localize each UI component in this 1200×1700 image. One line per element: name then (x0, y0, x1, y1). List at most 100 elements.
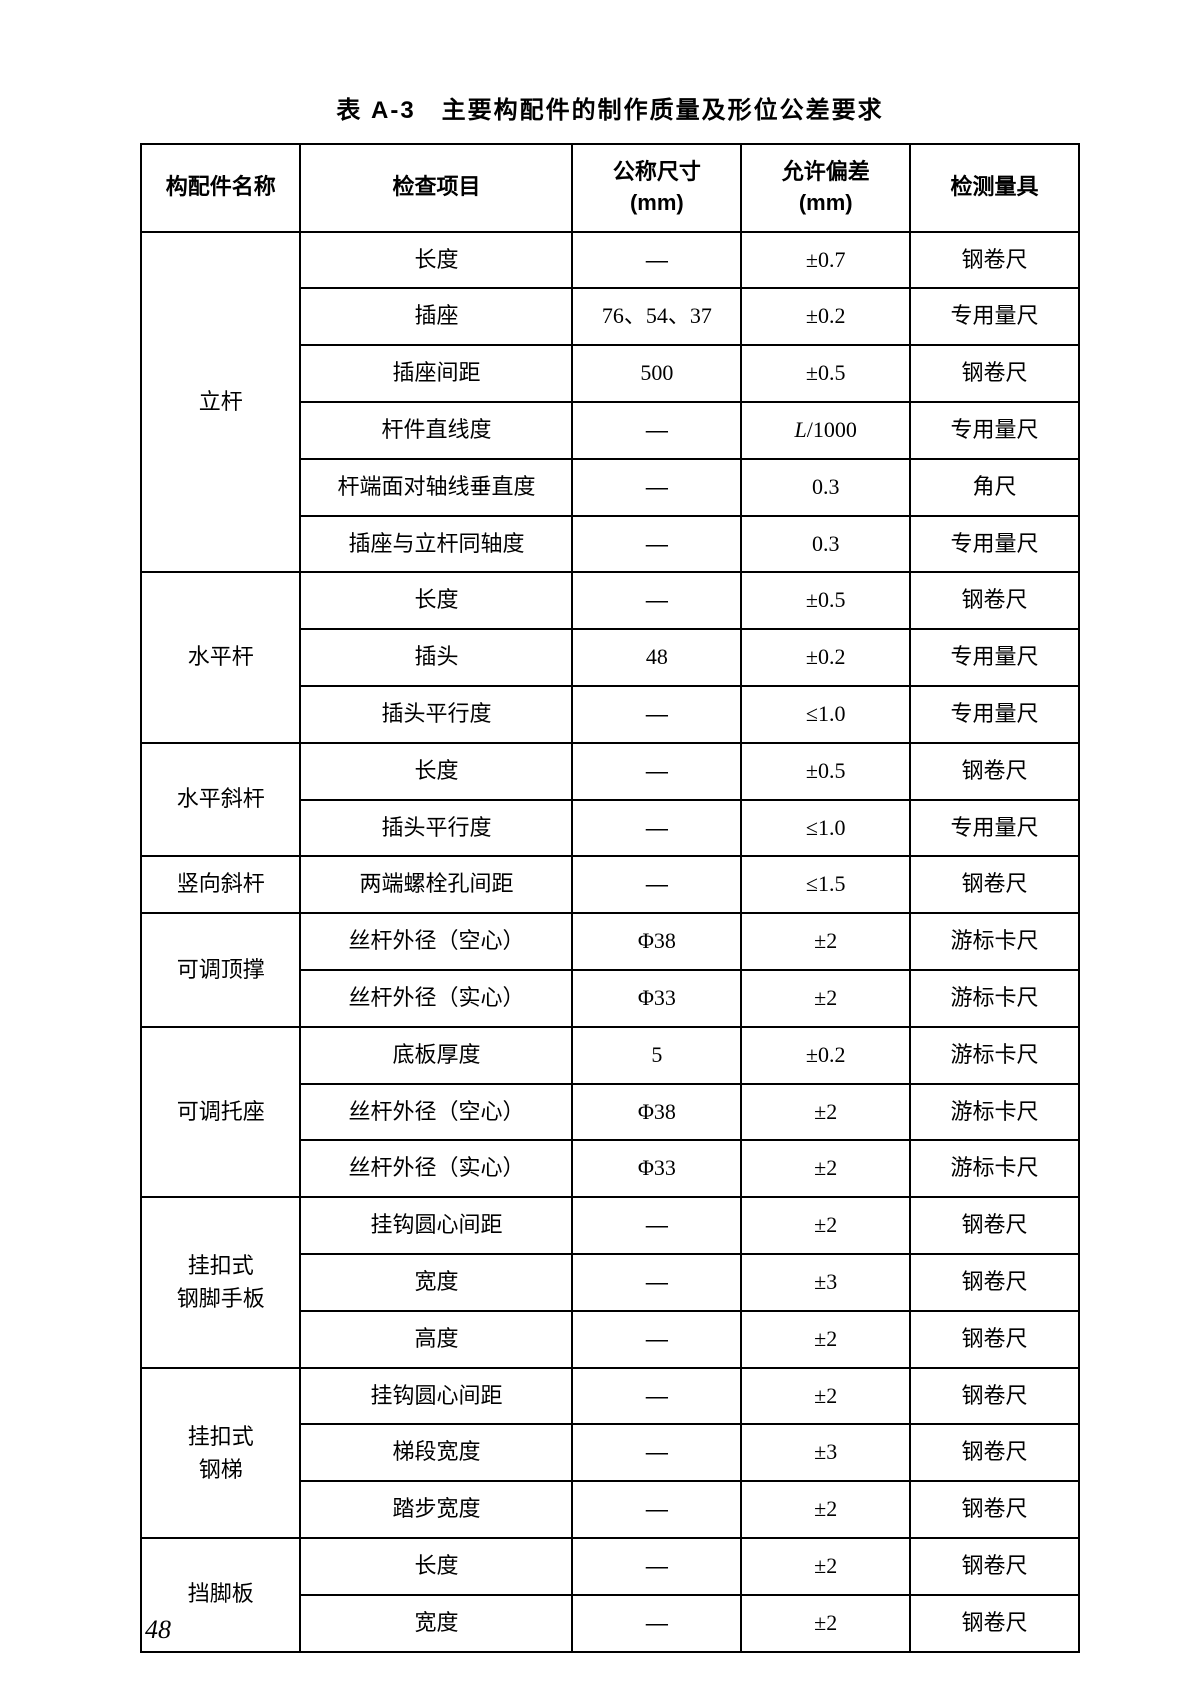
tolerance-cell: ±2 (741, 970, 910, 1027)
header-check-item: 检查项目 (300, 144, 572, 232)
table-row: 挡脚板长度—±2钢卷尺 (141, 1538, 1079, 1595)
tool-cell: 钢卷尺 (910, 743, 1079, 800)
header-tool: 检测量具 (910, 144, 1079, 232)
check-item-cell: 梯段宽度 (300, 1424, 572, 1481)
tool-cell: 钢卷尺 (910, 1368, 1079, 1425)
tolerance-cell: ±2 (741, 1140, 910, 1197)
component-name-cell: 可调顶撑 (141, 913, 300, 1027)
nominal-cell: — (572, 1197, 741, 1254)
tool-cell: 钢卷尺 (910, 1538, 1079, 1595)
check-item-cell: 长度 (300, 1538, 572, 1595)
tolerance-cell: ±2 (741, 913, 910, 970)
nominal-cell: — (572, 516, 741, 573)
tool-cell: 钢卷尺 (910, 1595, 1079, 1652)
nominal-cell: 48 (572, 629, 741, 686)
nominal-cell: — (572, 800, 741, 857)
nominal-cell: — (572, 459, 741, 516)
nominal-cell: 76、54、37 (572, 288, 741, 345)
table-row: 挂扣式钢梯挂钩圆心间距—±2钢卷尺 (141, 1368, 1079, 1425)
check-item-cell: 长度 (300, 572, 572, 629)
table-row: 竖向斜杆两端螺栓孔间距—≤1.5钢卷尺 (141, 856, 1079, 913)
tool-cell: 游标卡尺 (910, 913, 1079, 970)
tolerance-cell: ±2 (741, 1311, 910, 1368)
nominal-cell: — (572, 1368, 741, 1425)
component-name-cell: 挂扣式钢脚手板 (141, 1197, 300, 1367)
nominal-cell: — (572, 1311, 741, 1368)
tool-cell: 游标卡尺 (910, 1140, 1079, 1197)
table-header-row: 构配件名称 检查项目 公称尺寸(mm) 允许偏差(mm) 检测量具 (141, 144, 1079, 232)
tolerance-cell: 0.3 (741, 459, 910, 516)
table-body: 立杆长度—±0.7钢卷尺插座76、54、37±0.2专用量尺插座间距500±0.… (141, 232, 1079, 1652)
tolerance-cell: ±0.2 (741, 629, 910, 686)
nominal-cell: — (572, 743, 741, 800)
check-item-cell: 插头平行度 (300, 800, 572, 857)
table-row: 可调托座底板厚度5±0.2游标卡尺 (141, 1027, 1079, 1084)
check-item-cell: 插头 (300, 629, 572, 686)
tolerance-cell: ±0.5 (741, 345, 910, 402)
tolerance-cell: ±2 (741, 1481, 910, 1538)
check-item-cell: 插座与立杆同轴度 (300, 516, 572, 573)
nominal-cell: Φ38 (572, 913, 741, 970)
check-item-cell: 插座间距 (300, 345, 572, 402)
component-name-cell: 水平斜杆 (141, 743, 300, 857)
table-row: 挂扣式钢脚手板挂钩圆心间距—±2钢卷尺 (141, 1197, 1079, 1254)
header-tolerance: 允许偏差(mm) (741, 144, 910, 232)
nominal-cell: — (572, 686, 741, 743)
tolerance-cell: ±2 (741, 1197, 910, 1254)
tolerance-cell: ±0.7 (741, 232, 910, 289)
nominal-cell: — (572, 856, 741, 913)
check-item-cell: 杆端面对轴线垂直度 (300, 459, 572, 516)
check-item-cell: 两端螺栓孔间距 (300, 856, 572, 913)
page-number: 48 (145, 1615, 171, 1645)
component-name-cell: 竖向斜杆 (141, 856, 300, 913)
nominal-cell: Φ33 (572, 1140, 741, 1197)
nominal-cell: — (572, 1481, 741, 1538)
component-name-cell: 立杆 (141, 232, 300, 573)
check-item-cell: 挂钩圆心间距 (300, 1197, 572, 1254)
tool-cell: 钢卷尺 (910, 1424, 1079, 1481)
tolerance-cell: ±2 (741, 1368, 910, 1425)
check-item-cell: 丝杆外径（实心） (300, 970, 572, 1027)
tolerance-cell: ±2 (741, 1084, 910, 1141)
tool-cell: 游标卡尺 (910, 1084, 1079, 1141)
check-item-cell: 杆件直线度 (300, 402, 572, 459)
header-nominal-size: 公称尺寸(mm) (572, 144, 741, 232)
check-item-cell: 宽度 (300, 1254, 572, 1311)
tool-cell: 钢卷尺 (910, 345, 1079, 402)
tolerance-cell: L/1000 (741, 402, 910, 459)
tool-cell: 专用量尺 (910, 629, 1079, 686)
check-item-cell: 插头平行度 (300, 686, 572, 743)
tolerance-cell: ±2 (741, 1595, 910, 1652)
tool-cell: 游标卡尺 (910, 1027, 1079, 1084)
check-item-cell: 长度 (300, 743, 572, 800)
nominal-cell: Φ38 (572, 1084, 741, 1141)
check-item-cell: 丝杆外径（实心） (300, 1140, 572, 1197)
tool-cell: 钢卷尺 (910, 1254, 1079, 1311)
nominal-cell: 500 (572, 345, 741, 402)
nominal-cell: — (572, 1254, 741, 1311)
nominal-cell: Φ33 (572, 970, 741, 1027)
table-row: 可调顶撑丝杆外径（空心）Φ38±2游标卡尺 (141, 913, 1079, 970)
tolerance-cell: ≤1.0 (741, 800, 910, 857)
tolerance-cell: ±3 (741, 1424, 910, 1481)
tool-cell: 钢卷尺 (910, 232, 1079, 289)
nominal-cell: — (572, 1595, 741, 1652)
tool-cell: 钢卷尺 (910, 572, 1079, 629)
nominal-cell: — (572, 1424, 741, 1481)
tool-cell: 钢卷尺 (910, 1311, 1079, 1368)
nominal-cell: 5 (572, 1027, 741, 1084)
tool-cell: 专用量尺 (910, 800, 1079, 857)
tolerance-cell: ≤1.0 (741, 686, 910, 743)
check-item-cell: 丝杆外径（空心） (300, 913, 572, 970)
tool-cell: 钢卷尺 (910, 856, 1079, 913)
nominal-cell: — (572, 232, 741, 289)
check-item-cell: 踏步宽度 (300, 1481, 572, 1538)
component-name-cell: 可调托座 (141, 1027, 300, 1197)
check-item-cell: 挂钩圆心间距 (300, 1368, 572, 1425)
tolerance-cell: ±0.5 (741, 743, 910, 800)
header-component-name: 构配件名称 (141, 144, 300, 232)
check-item-cell: 底板厚度 (300, 1027, 572, 1084)
tool-cell: 钢卷尺 (910, 1197, 1079, 1254)
check-item-cell: 高度 (300, 1311, 572, 1368)
tolerance-cell: ≤1.5 (741, 856, 910, 913)
